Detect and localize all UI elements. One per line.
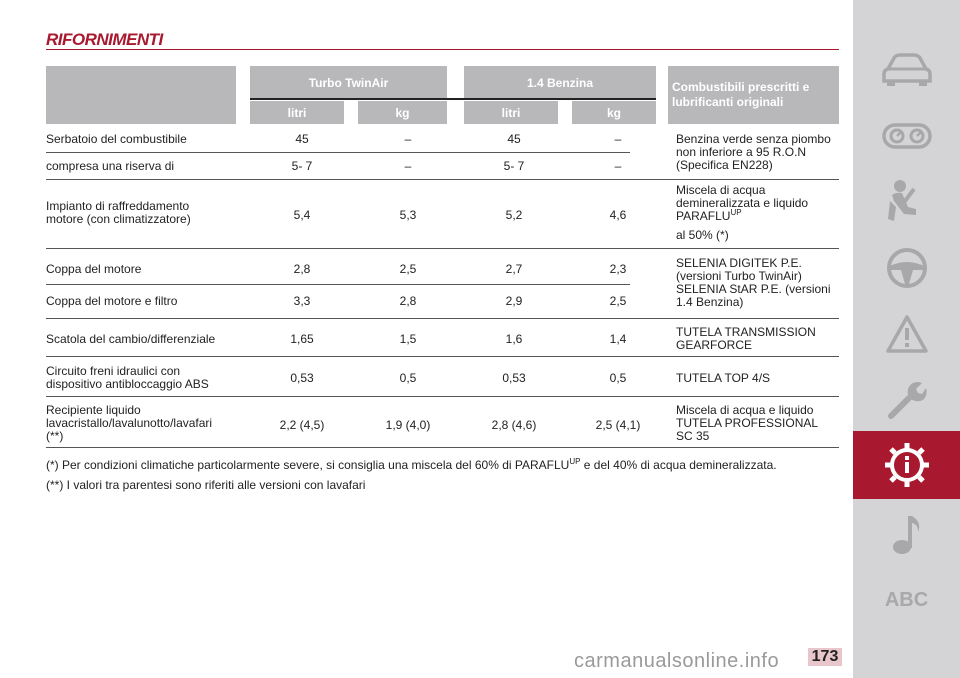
row-value: 2,8 <box>399 294 417 308</box>
row-value: 2,9 <box>505 294 523 308</box>
footnote-2: (**) I valori tra parentesi sono riferit… <box>46 478 366 492</box>
row-rule <box>46 284 630 285</box>
chapter-sidebar: ABC <box>853 0 960 678</box>
row-label: Recipiente liquido lavacristallo/lavalun… <box>46 403 213 443</box>
gearbox-spec: TUTELA TRANSMISSION GEARFORCE <box>676 325 816 352</box>
nav-warnings[interactable] <box>853 300 960 368</box>
row-value: 2,7 <box>505 262 523 276</box>
row-rule <box>46 248 839 249</box>
page-title: RIFORNIMENTI <box>46 30 163 49</box>
header-benzina-kg: kg <box>572 101 656 124</box>
footnote-1: (*) Per condizioni climatiche particolar… <box>46 457 777 473</box>
row-value: 1,6 <box>505 332 523 346</box>
row-value: 2,8 (4,6) <box>491 418 537 432</box>
header-turbo-litri: litri <box>250 101 344 124</box>
row-value: 5,3 <box>399 208 417 222</box>
title-rule <box>46 49 839 50</box>
nav-multimedia[interactable] <box>853 500 960 568</box>
row-label: Serbatoio del combustibile <box>46 132 187 146</box>
header-14-benzina: 1.4 Benzina <box>464 66 656 99</box>
info-gear-icon <box>884 443 929 487</box>
nav-safety[interactable] <box>853 168 960 236</box>
row-value: 0,53 <box>502 371 526 385</box>
header-turbo-kg: kg <box>358 101 447 124</box>
row-value: 1,9 (4,0) <box>385 418 431 432</box>
row-value: 4,6 <box>609 208 627 222</box>
row-rule <box>46 356 839 357</box>
row-value: 45 <box>295 132 309 146</box>
row-label: Coppa del motore e filtro <box>46 294 178 308</box>
seatbelt-passenger-icon <box>887 180 916 221</box>
coolant-main: Miscela di acqua demineralizzata e liqui… <box>676 183 809 223</box>
row-value: – <box>614 132 622 146</box>
row-value: 2,5 <box>399 262 417 276</box>
nav-maintenance[interactable] <box>853 366 960 434</box>
row-value: 45 <box>507 132 521 146</box>
nav-driving[interactable] <box>853 234 960 302</box>
dashboard-gauges-icon <box>881 123 932 149</box>
footnote-1-tail: e del 40% di acqua demineralizzata. <box>580 458 777 472</box>
coolant-sup: UP <box>730 208 742 217</box>
steering-wheel-icon <box>886 248 927 288</box>
wrench-icon <box>887 382 927 419</box>
page-number: 173 <box>808 648 842 666</box>
nav-technical-data[interactable] <box>853 431 960 499</box>
oil-spec: SELENIA DIGITEK P.E. (versioni Turbo Twi… <box>676 256 831 309</box>
footnote-1-sup: UP <box>569 457 581 466</box>
coolant-tail: al 50% (*) <box>676 228 729 242</box>
row-value: 1,4 <box>609 332 627 346</box>
row-rule <box>46 152 630 153</box>
washer-spec: Miscela di acqua e liquido TUTELA PROFES… <box>676 403 818 443</box>
abc-index-label: ABC <box>884 588 929 611</box>
coolant-spec: Miscela di acqua demineralizzata e liqui… <box>676 184 816 242</box>
row-value: 2,3 <box>609 262 627 276</box>
row-value: 0,53 <box>290 371 314 385</box>
header-recommended: Combustibili prescritti e lubrificanti o… <box>668 66 839 124</box>
header-turbo-twinair: Turbo TwinAir <box>250 66 447 99</box>
row-value: 2,2 (4,5) <box>279 418 325 432</box>
row-label: Coppa del motore <box>46 262 142 276</box>
warning-triangle-icon <box>885 315 928 353</box>
nav-dashboard[interactable] <box>853 102 960 170</box>
row-label: compresa una riserva di <box>46 159 175 173</box>
row-rule <box>46 318 839 319</box>
nav-index[interactable]: ABC <box>853 566 960 634</box>
row-value: 5,4 <box>293 208 311 222</box>
watermark: carmanualsonline.info <box>574 650 780 672</box>
brakes-spec: TUTELA TOP 4/S <box>676 371 771 385</box>
row-value: – <box>404 132 412 146</box>
row-value: 5- 7 <box>291 159 313 173</box>
row-rule <box>46 447 839 448</box>
row-label: Circuito freni idraulici con dispositivo… <box>46 364 209 391</box>
row-value: 0,5 <box>399 371 417 385</box>
nav-car[interactable] <box>853 36 960 104</box>
row-value: 5,2 <box>505 208 523 222</box>
header-divider <box>250 98 656 100</box>
music-note-icon <box>892 516 919 554</box>
row-value: 1,5 <box>399 332 417 346</box>
row-value: 3,3 <box>293 294 311 308</box>
row-rule <box>46 179 839 180</box>
row-value: 2,8 <box>293 262 311 276</box>
header-benzina-litri: litri <box>464 101 558 124</box>
row-label: Impianto di raffreddamento motore (con c… <box>46 199 191 226</box>
row-value: 0,5 <box>609 371 627 385</box>
row-value: 2,5 <box>609 294 627 308</box>
fuel-spec: Benzina verde senza piombo non inferiore… <box>676 132 831 172</box>
header-blank <box>46 66 236 124</box>
row-value: – <box>404 159 412 173</box>
row-label: Scatola del cambio/differenziale <box>46 332 216 346</box>
row-value: 1,65 <box>290 332 314 346</box>
footnote-1-text: (*) Per condizioni climatiche particolar… <box>46 458 570 472</box>
row-value: 5- 7 <box>503 159 525 173</box>
row-value: 2,5 (4,1) <box>595 418 641 432</box>
car-icon <box>881 53 932 86</box>
row-rule <box>46 396 839 397</box>
row-value: – <box>614 159 622 173</box>
